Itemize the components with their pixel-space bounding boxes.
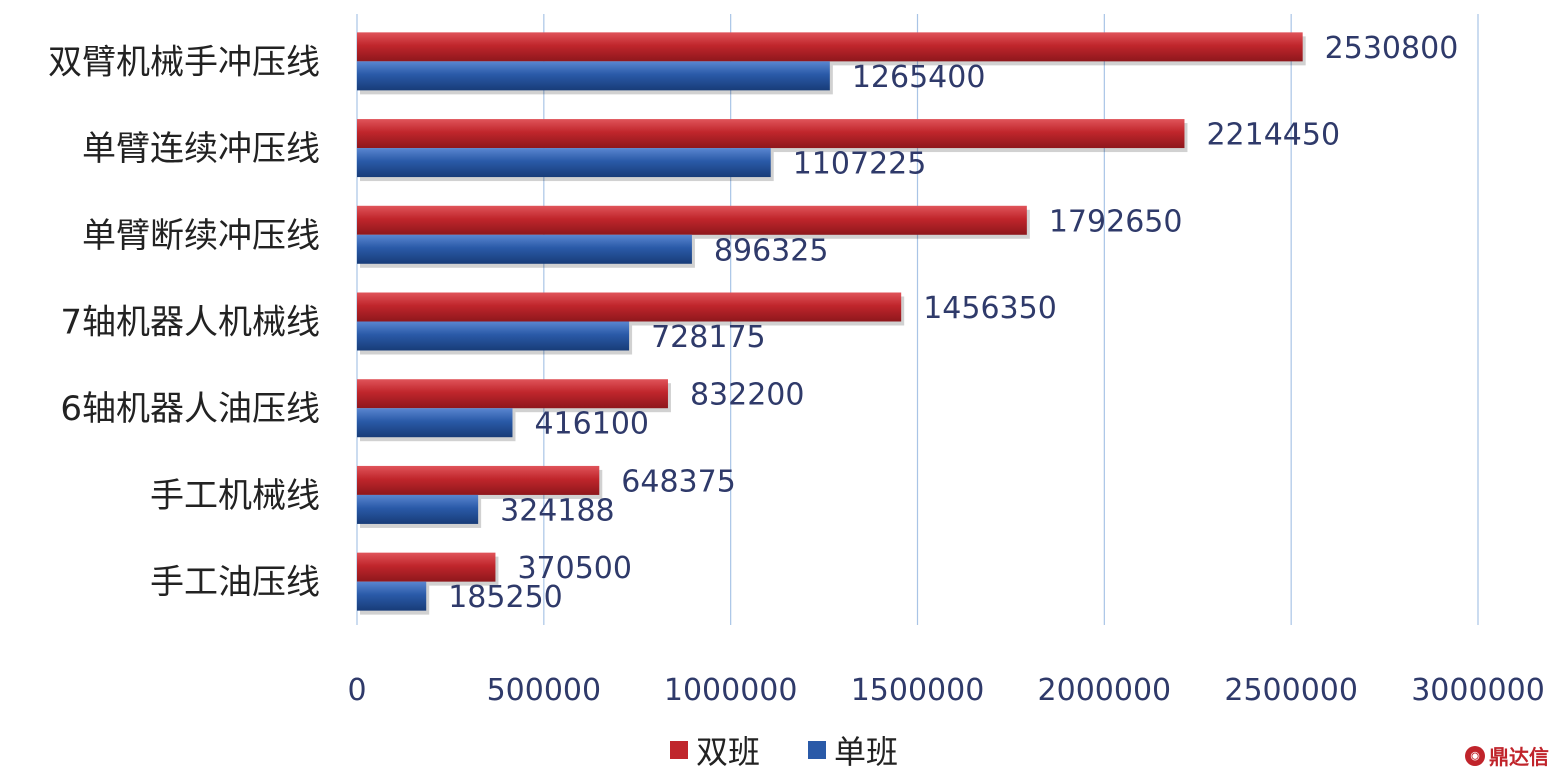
legend-swatch (670, 741, 688, 759)
category-label: 手工油压线 (150, 563, 320, 603)
bar-single-shift (357, 408, 513, 438)
category-label: 6轴机器人油压线 (60, 389, 320, 429)
data-label: 370500 (517, 551, 632, 586)
bar-double-shift (357, 205, 1027, 235)
legend: 双班 单班 (670, 733, 898, 771)
x-tick-label: 500000 (487, 673, 602, 708)
watermark: ◉ 鼎达信 (1465, 741, 1549, 770)
category-label: 7轴机器人机械线 (60, 303, 320, 343)
x-tick-label: 1500000 (851, 673, 985, 708)
labels: 0 500000 1000000 1500000 2000000 2500000 30000… (48, 31, 1545, 708)
data-label: 728175 (651, 320, 766, 355)
data-label: 896325 (714, 233, 829, 268)
bar-single-shift (357, 148, 771, 178)
x-tick-label: 1000000 (664, 673, 798, 708)
bar-double-shift (357, 379, 668, 409)
data-label: 185250 (448, 580, 563, 615)
data-label: 2530800 (1325, 31, 1459, 66)
data-label: 416100 (534, 407, 649, 442)
bar-single-shift (357, 494, 479, 524)
category-label: 双臂机械手冲压线 (48, 42, 320, 82)
data-label: 1265400 (852, 60, 986, 95)
legend-label: 双班 (696, 733, 760, 771)
watermark-text: 鼎达信 (1489, 745, 1549, 769)
bar-double-shift (357, 465, 600, 495)
logo-circle-icon: ◉ (1465, 745, 1485, 766)
data-label: 2214450 (1206, 118, 1340, 153)
data-label: 648375 (621, 464, 736, 499)
category-label: 手工机械线 (150, 476, 320, 516)
data-label: 324188 (500, 493, 615, 528)
bar-double-shift (357, 292, 902, 322)
data-label: 1456350 (923, 291, 1057, 326)
data-label: 1792650 (1049, 204, 1183, 239)
bar-double-shift (357, 119, 1185, 149)
x-tick-label: 3000000 (1411, 673, 1545, 708)
bar-double-shift (357, 32, 1303, 62)
x-tick-label: 2500000 (1224, 673, 1358, 708)
x-tick-label: 0 (347, 673, 366, 708)
legend-swatch (808, 741, 826, 759)
bar-single-shift (357, 234, 692, 264)
bar-single-shift (357, 61, 830, 91)
bar-double-shift (357, 552, 496, 582)
bar-single-shift (357, 321, 630, 351)
category-label: 单臂断续冲压线 (82, 216, 320, 256)
legend-label: 单班 (834, 733, 898, 771)
x-tick-label: 2000000 (1038, 673, 1172, 708)
bars (357, 32, 1306, 615)
category-label: 单臂连续冲压线 (82, 129, 320, 169)
data-label: 1107225 (793, 147, 927, 182)
data-label: 832200 (690, 378, 805, 413)
bar-single-shift (357, 581, 427, 611)
